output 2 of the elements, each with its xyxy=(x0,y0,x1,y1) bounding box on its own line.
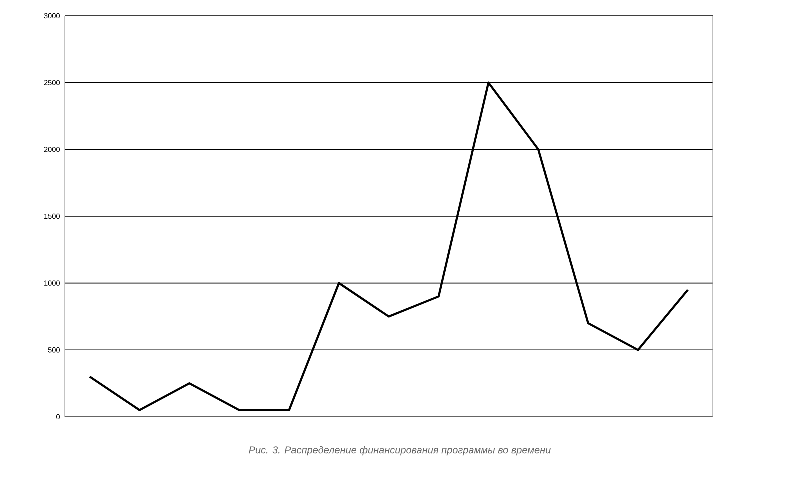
text: Рис. 3. Распределение финансирования программы во времени xyxy=(249,446,551,456)
line-series xyxy=(88,82,690,412)
